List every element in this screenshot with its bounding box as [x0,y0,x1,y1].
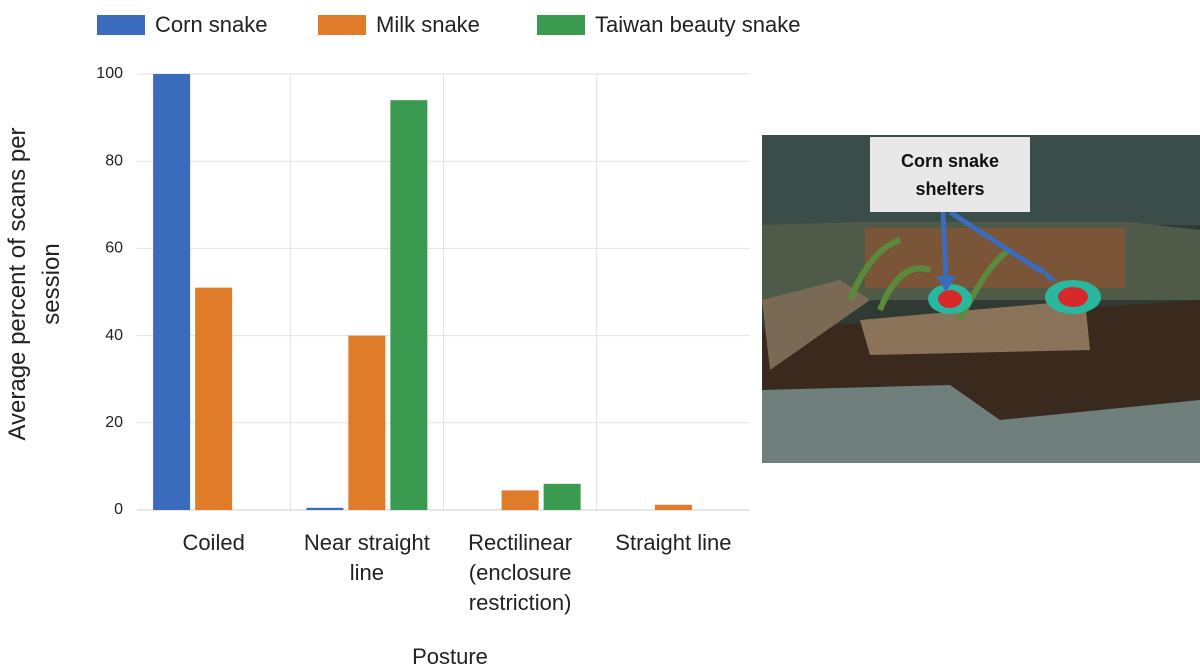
x-axis-label: Posture [412,644,488,669]
y-tick-label: 80 [105,152,123,169]
x-tick-label: Straight line [615,530,732,555]
bar [390,100,428,510]
legend-swatch [537,15,585,35]
photo-annotation: Corn snake shelters [870,137,1030,212]
bar [306,507,344,510]
y-tick-label: 60 [105,240,123,257]
bar [501,490,539,510]
y-tick-label: 100 [96,65,123,82]
y-tick-label: 40 [105,327,123,344]
legend-swatch [97,15,145,35]
x-tick-label: Near straight line [303,530,430,585]
x-tick-label: Coiled [182,530,245,555]
bar [543,483,581,510]
legend-label: Milk snake [376,12,480,37]
bar [195,287,233,510]
y-tick-label: 20 [105,414,123,431]
legend-swatch [318,15,366,35]
x-tick-label: Rectilinear (enclosure restriction) [468,530,573,615]
y-tick-label: 0 [114,501,123,518]
bar [348,335,386,510]
y-axis-label: Average percent of scans per session [4,127,65,441]
bar [153,74,191,510]
legend-label: Taiwan beauty snake [595,12,800,37]
legend-label: Corn snake [155,12,268,37]
bar [654,504,692,510]
